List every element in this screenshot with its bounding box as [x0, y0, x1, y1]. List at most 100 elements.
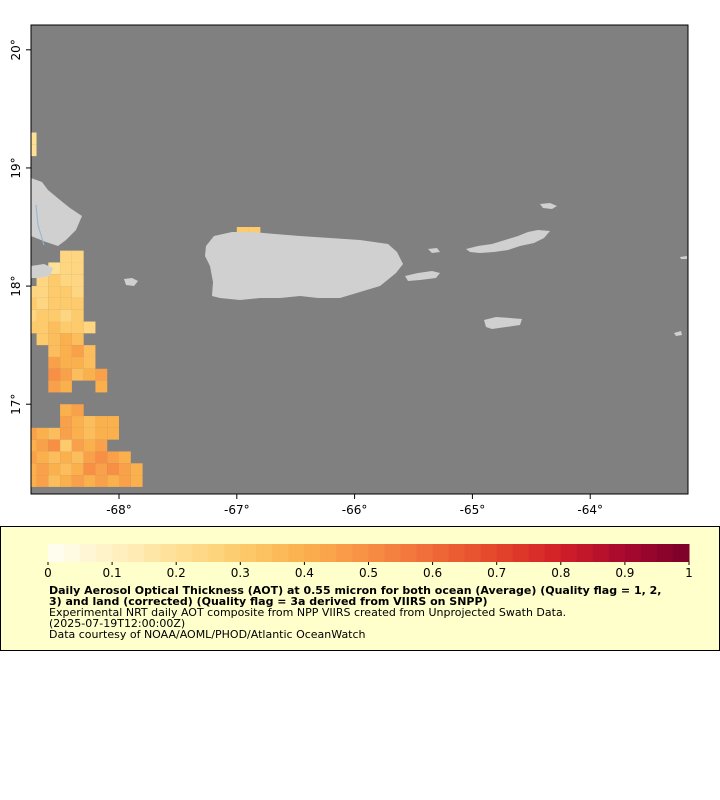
puerto-rico — [205, 232, 403, 300]
colorbar-swatch — [64, 544, 81, 562]
mona — [124, 278, 138, 286]
aot-cell — [60, 274, 72, 287]
x-tick-label: -65° — [460, 503, 486, 517]
aot-cell — [60, 333, 72, 346]
aot-cell — [71, 333, 84, 346]
colorbar-tick-label: 0.5 — [359, 566, 378, 580]
aot-cell — [31, 475, 37, 487]
aot-cell — [31, 451, 37, 464]
aot-cell — [95, 475, 108, 487]
x-tick-label: -67° — [224, 503, 250, 517]
colorbar-swatch — [352, 544, 369, 562]
aot-cell — [71, 416, 84, 428]
aot-cell — [71, 321, 84, 334]
aot-cell — [71, 463, 84, 476]
colorbar-tick-label: 0 — [44, 566, 52, 580]
colorbar-swatch — [336, 544, 353, 562]
aot-cell — [71, 475, 84, 487]
aot-cell — [71, 274, 84, 287]
colorbar-tick-label: 0.7 — [487, 566, 506, 580]
colorbar-swatch — [176, 544, 193, 562]
aot-cell — [48, 333, 61, 346]
colorbar: 0 0.1 0.2 0.3 0.4 0.5 0.6 0.7 0.8 0.9 1 — [44, 544, 693, 580]
aot-cell — [36, 286, 49, 298]
aot-cell — [36, 475, 49, 487]
y-tick-label: 19° — [9, 157, 23, 178]
aot-cell — [48, 286, 61, 298]
aot-cell — [48, 427, 61, 440]
colorbar-swatch — [288, 544, 305, 562]
legend: 0 0.1 0.2 0.3 0.4 0.5 0.6 0.7 0.8 0.9 1 Daily Aero… — [0, 526, 720, 651]
aot-cell — [36, 333, 49, 346]
colorbar-swatch — [160, 544, 177, 562]
anegada — [540, 203, 557, 209]
aot-cell — [48, 345, 61, 357]
aot-cell — [31, 427, 37, 440]
aot-cell — [60, 416, 72, 428]
colorbar-swatch — [656, 544, 674, 562]
aot-cell — [60, 309, 72, 322]
aot-cell — [71, 286, 84, 298]
colorbar-tick-label: 1 — [685, 566, 693, 580]
map-frame — [30, 24, 689, 495]
colorbar-swatch — [192, 544, 209, 562]
aot-cell — [31, 132, 37, 145]
aot-cell — [48, 475, 61, 487]
vieques — [405, 271, 440, 281]
colorbar-swatch — [576, 544, 594, 562]
aot-cell — [95, 451, 108, 464]
aot-cell — [60, 368, 72, 381]
colorbar-swatch — [592, 544, 610, 562]
colorbar-swatch — [208, 544, 225, 562]
sombra-islet — [674, 331, 682, 336]
aot-cell — [71, 404, 84, 417]
aot-cell — [60, 380, 72, 393]
st-croix — [484, 317, 522, 329]
land — [31, 178, 687, 336]
colorbar-swatch — [448, 544, 466, 562]
aot-cell — [36, 309, 49, 322]
aot-cell — [71, 345, 84, 357]
aot-cell — [60, 475, 72, 487]
aot-cell — [36, 439, 49, 452]
aot-cells — [31, 132, 261, 487]
aot-cell — [48, 321, 61, 334]
colorbar-swatch — [304, 544, 321, 562]
virgin-islands — [466, 230, 550, 253]
colorbar-swatch — [624, 544, 642, 562]
aot-cell — [130, 475, 143, 487]
aot-cell — [83, 427, 96, 440]
colorbar-swatch — [224, 544, 241, 562]
aot-cell — [31, 297, 37, 310]
aot-cell — [48, 297, 61, 310]
aot-cell — [71, 439, 84, 452]
aot-cell — [83, 416, 96, 428]
aot-cell — [36, 427, 49, 440]
aot-cell — [31, 463, 37, 476]
aot-cell — [119, 463, 131, 476]
colorbar-swatch — [112, 544, 129, 562]
aot-cell — [60, 404, 72, 417]
y-tick-label: 17° — [9, 394, 23, 415]
aot-cell — [83, 356, 96, 369]
colorbar-swatch — [608, 544, 626, 562]
hispaniola — [31, 178, 82, 246]
colorbar-swatch — [256, 544, 273, 562]
aot-cell — [119, 451, 131, 464]
colorbar-tick-label: 0.6 — [423, 566, 442, 580]
colorbar-swatch — [240, 544, 257, 562]
aot-cell — [71, 427, 84, 440]
x-tick-label: -66° — [342, 503, 368, 517]
aot-cell — [48, 262, 61, 275]
colorbar-swatch — [640, 544, 658, 562]
colorbar-tick-label: 0.3 — [231, 566, 250, 580]
aot-cell — [36, 297, 49, 310]
aot-cell — [71, 451, 84, 464]
aot-cell — [71, 368, 84, 381]
aot-cell — [31, 144, 37, 157]
aot-cell — [48, 368, 61, 381]
aot-cell — [83, 475, 96, 487]
colorbar-tick-label: 0.1 — [103, 566, 122, 580]
river — [35, 204, 45, 246]
aot-cell — [48, 309, 61, 322]
